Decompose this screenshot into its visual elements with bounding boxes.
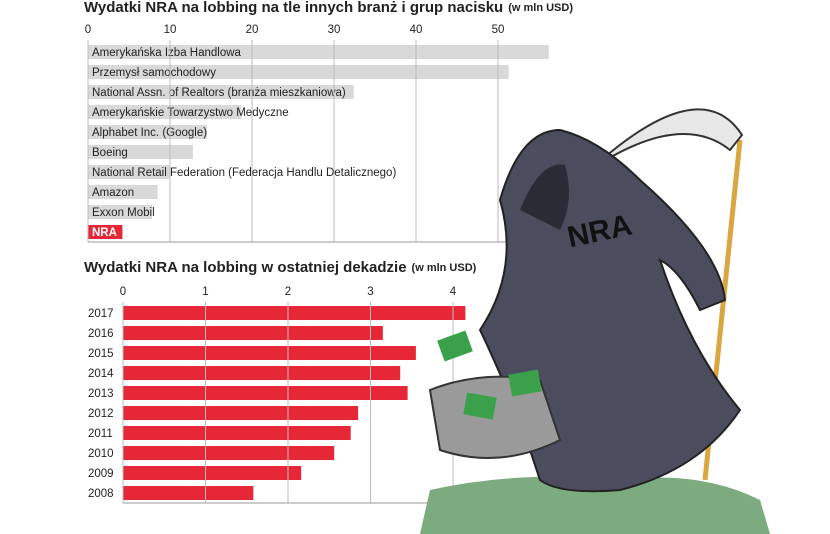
- x-tick-label: 0: [85, 24, 91, 36]
- x-tick-label: 10: [164, 24, 177, 36]
- illustration: NRA: [420, 108, 770, 534]
- y-tick-label: 2017: [88, 308, 114, 320]
- hood: [520, 164, 569, 230]
- x-tick-label: 30: [328, 24, 341, 36]
- y-tick-label: 2015: [88, 348, 114, 360]
- charts: Wydatki NRA na lobbing na tle innych bra…: [84, 0, 573, 504]
- bar-label: Alphabet Inc. (Google): [92, 127, 207, 139]
- x-tick-label: 1: [202, 286, 208, 298]
- bar: [88, 85, 354, 99]
- y-tick-label: 2014: [88, 368, 114, 380]
- bar: [123, 346, 416, 360]
- bar: [123, 386, 408, 400]
- y-tick-label: 2016: [88, 328, 114, 340]
- x-tick-label: 2: [285, 286, 291, 298]
- bar-label: Amerykańska Izba Handlowa: [92, 47, 242, 59]
- subtitle-text: (w mln USD): [508, 2, 573, 14]
- bar: [123, 466, 302, 480]
- bar: [123, 326, 383, 340]
- bar: [123, 406, 359, 420]
- bar: [123, 366, 401, 380]
- bar: [88, 205, 152, 219]
- chart-title: Wydatki NRA na lobbing w ostatniej dekad…: [84, 259, 477, 276]
- y-tick-label: 2010: [88, 448, 114, 460]
- bar: [88, 65, 509, 79]
- bar-label: NRA: [92, 227, 117, 239]
- x-tick-label: 3: [367, 286, 373, 298]
- subtitle-text: (w mln USD): [412, 262, 477, 274]
- x-tick-label: 20: [246, 24, 259, 36]
- x-tick-label: 4: [450, 286, 457, 298]
- bar-label: Przemysł samochodowy: [92, 67, 216, 79]
- y-tick-label: 2013: [88, 388, 114, 400]
- bar: [88, 45, 549, 59]
- x-tick-label: 50: [492, 24, 505, 36]
- bar: [123, 426, 351, 440]
- bar: [123, 486, 254, 500]
- y-tick-label: 2008: [88, 488, 114, 500]
- y-tick-label: 2009: [88, 468, 114, 480]
- bar: [123, 306, 466, 320]
- y-tick-label: 2012: [88, 408, 114, 420]
- bar: [88, 145, 193, 159]
- title-text: Wydatki NRA na lobbing w ostatniej dekad…: [84, 259, 407, 276]
- ground: [420, 476, 770, 534]
- bar: [88, 105, 242, 119]
- bar: [88, 185, 158, 199]
- bucket: [428, 375, 562, 459]
- bar-label: Exxon Mobil: [92, 207, 155, 219]
- money: [437, 330, 473, 362]
- bar-label: Amazon: [92, 187, 134, 199]
- x-tick-label: 40: [410, 24, 423, 36]
- bar: [88, 125, 207, 139]
- money: [508, 369, 542, 397]
- money: [463, 392, 497, 420]
- bar-label: Amerykańskie Towarzystwo Medyczne: [92, 107, 289, 119]
- title-text: Wydatki NRA na lobbing na tle innych bra…: [84, 0, 503, 16]
- bar: [123, 446, 335, 460]
- bar-label: National Retail Federation (Federacja Ha…: [92, 167, 396, 179]
- bar-label: Boeing: [92, 147, 128, 159]
- bar: [88, 165, 170, 179]
- bar-label: National Assn. of Realtors (branża miesz…: [92, 87, 346, 99]
- x-tick-label: 0: [120, 286, 126, 298]
- chart-title: Wydatki NRA na lobbing na tle innych bra…: [84, 0, 573, 16]
- bar: [88, 225, 123, 239]
- y-tick-label: 2011: [88, 428, 113, 440]
